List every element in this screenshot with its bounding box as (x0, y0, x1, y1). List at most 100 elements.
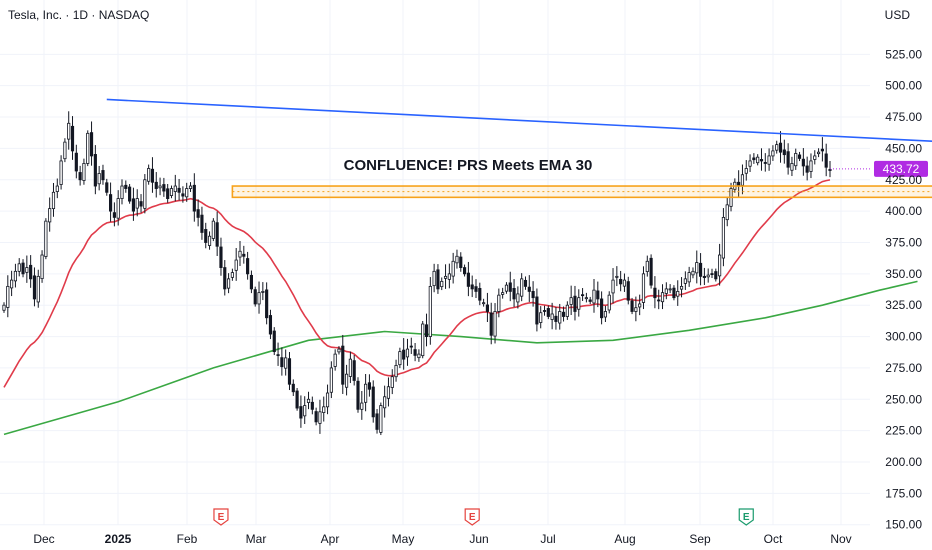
x-tick-label: Aug (614, 532, 635, 546)
candle-body (394, 365, 398, 378)
candle (699, 253, 703, 286)
candle-body (17, 263, 21, 272)
candle-body (291, 383, 295, 393)
earnings-marker: E (464, 508, 480, 526)
candle-body (714, 271, 718, 280)
candle (611, 268, 615, 304)
candle-body (211, 220, 215, 239)
candle (782, 139, 786, 164)
candle (771, 145, 775, 161)
candle (112, 202, 116, 227)
candle-body (683, 278, 687, 284)
candle (809, 153, 813, 179)
candle (817, 148, 821, 158)
candle (227, 273, 231, 294)
x-tick-label: Mar (246, 532, 267, 546)
candle (797, 151, 802, 162)
x-tick-label: Feb (177, 532, 198, 546)
candle (752, 153, 756, 164)
candle-body (272, 330, 276, 353)
candle-body (131, 198, 135, 212)
candle-body (440, 280, 444, 288)
candle (634, 296, 638, 322)
candle (683, 271, 687, 290)
candle (383, 385, 387, 418)
candle (424, 313, 429, 347)
candle (348, 351, 352, 384)
candle (120, 179, 124, 205)
candle-body (539, 312, 543, 323)
candle (314, 407, 318, 426)
candle (59, 155, 63, 190)
candle-body (797, 154, 802, 159)
candle (615, 266, 619, 287)
candle-body (86, 132, 90, 164)
candle-body (573, 295, 577, 312)
candle-body (679, 285, 684, 290)
candle-body (786, 151, 790, 168)
candle (128, 184, 132, 204)
candle-body (531, 291, 535, 299)
x-axis: Dec 2025 Feb Mar Apr May Jun Jul Aug Sep Oct Nov (33, 532, 851, 546)
candle (775, 140, 779, 154)
x-tick-label: 2025 (105, 532, 132, 546)
candle-body (219, 246, 223, 268)
candle-body (607, 294, 611, 311)
candle (759, 148, 764, 171)
candle (238, 241, 242, 266)
candle-body (162, 184, 166, 192)
candle (668, 284, 672, 294)
candle-body (21, 262, 25, 275)
candle-body (413, 349, 417, 356)
candle (622, 273, 627, 292)
candle-body (447, 273, 451, 280)
candle-body (778, 142, 783, 153)
candle (565, 301, 569, 320)
candle-body (204, 229, 208, 243)
candle (306, 391, 311, 410)
candle (402, 338, 406, 370)
candle (695, 250, 699, 284)
candle-body (417, 353, 421, 359)
candle-body (424, 324, 429, 337)
candle (341, 334, 345, 394)
candle (13, 263, 17, 288)
candle-body (508, 282, 512, 292)
candle-body (695, 262, 699, 274)
candle-body (630, 300, 634, 312)
candle-body (455, 255, 459, 264)
candle-body (101, 170, 105, 181)
candle (679, 277, 684, 298)
candle (249, 270, 253, 294)
candle (672, 285, 676, 301)
candle (147, 164, 151, 185)
confluence-zone (231, 185, 932, 199)
candle-body (97, 173, 101, 185)
candle (600, 291, 604, 325)
candle-body (782, 149, 786, 156)
candle-body (596, 290, 600, 300)
candle (820, 137, 824, 162)
x-tick-label: Nov (830, 532, 851, 546)
candle-body (6, 285, 10, 308)
candle-body (436, 269, 440, 290)
candle-body (478, 287, 482, 301)
candle (169, 185, 174, 199)
candle (638, 294, 642, 316)
candle (265, 282, 269, 325)
candle (531, 281, 535, 307)
y-tick-label: 250.00 (885, 392, 922, 406)
candle-body (767, 155, 771, 165)
candle (805, 156, 809, 181)
candle (101, 164, 105, 185)
ema-30-path (3, 179, 831, 388)
candle-body (588, 299, 592, 302)
candle (489, 302, 493, 345)
candle-body (554, 315, 558, 322)
earnings-badge (464, 508, 480, 526)
candle-body (173, 185, 177, 192)
candle-body (318, 411, 322, 424)
candle-body (78, 172, 82, 181)
candle (550, 302, 554, 330)
